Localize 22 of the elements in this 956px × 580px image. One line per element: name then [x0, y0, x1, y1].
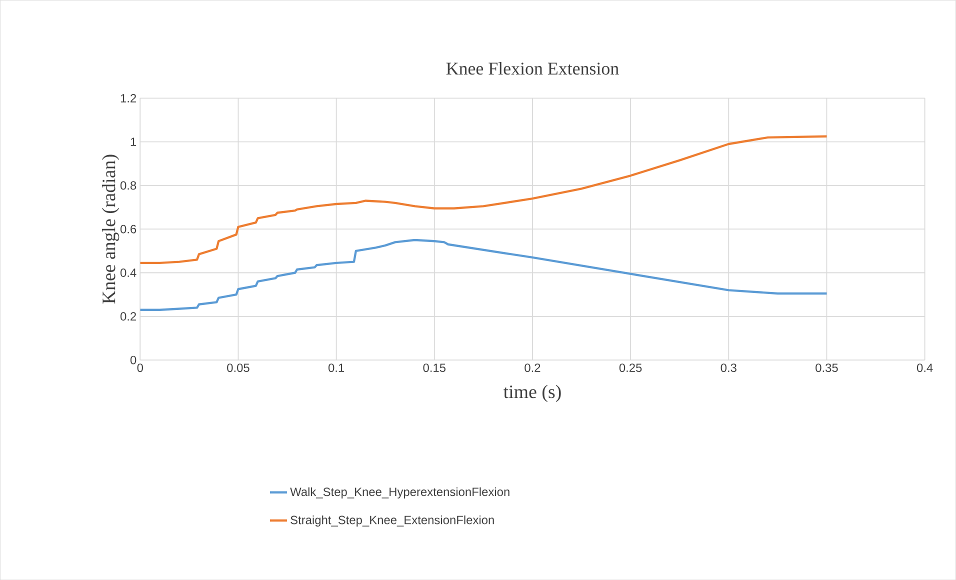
chart-title: Knee Flexion Extension: [446, 62, 619, 75]
legend-label: Walk_Step_Knee_HyperextensionFlexion: [290, 487, 510, 498]
y-tick-label: 0.4: [120, 268, 136, 277]
x-tick-label: 0: [137, 363, 144, 372]
x-tick-label: 0.2: [524, 363, 540, 372]
legend-label: Straight_Step_Knee_ExtensionFlexion: [290, 515, 494, 527]
y-tick-label: 0.2: [120, 312, 136, 321]
line-series: [140, 135, 828, 264]
y-tick-label: 1.2: [120, 94, 136, 102]
x-tick-label: 0.3: [720, 363, 736, 372]
x-tick-label: 0.1: [328, 363, 344, 372]
y-tick-label: 0.8: [120, 181, 136, 190]
y-tick-label: 0.6: [120, 224, 136, 234]
y-axis-title: Knee angle (radian): [102, 154, 120, 304]
x-tick-label: 0.15: [423, 363, 446, 372]
x-tick-label: 0.25: [619, 363, 642, 372]
x-tick-label: 0.4: [916, 363, 933, 372]
y-tick-label: 1: [130, 138, 136, 146]
x-tick-label: 0.35: [816, 363, 838, 372]
y-tick-label: 0: [130, 356, 136, 364]
x-axis-title: time (s): [504, 384, 561, 402]
x-tick-label: 0.05: [227, 363, 250, 372]
